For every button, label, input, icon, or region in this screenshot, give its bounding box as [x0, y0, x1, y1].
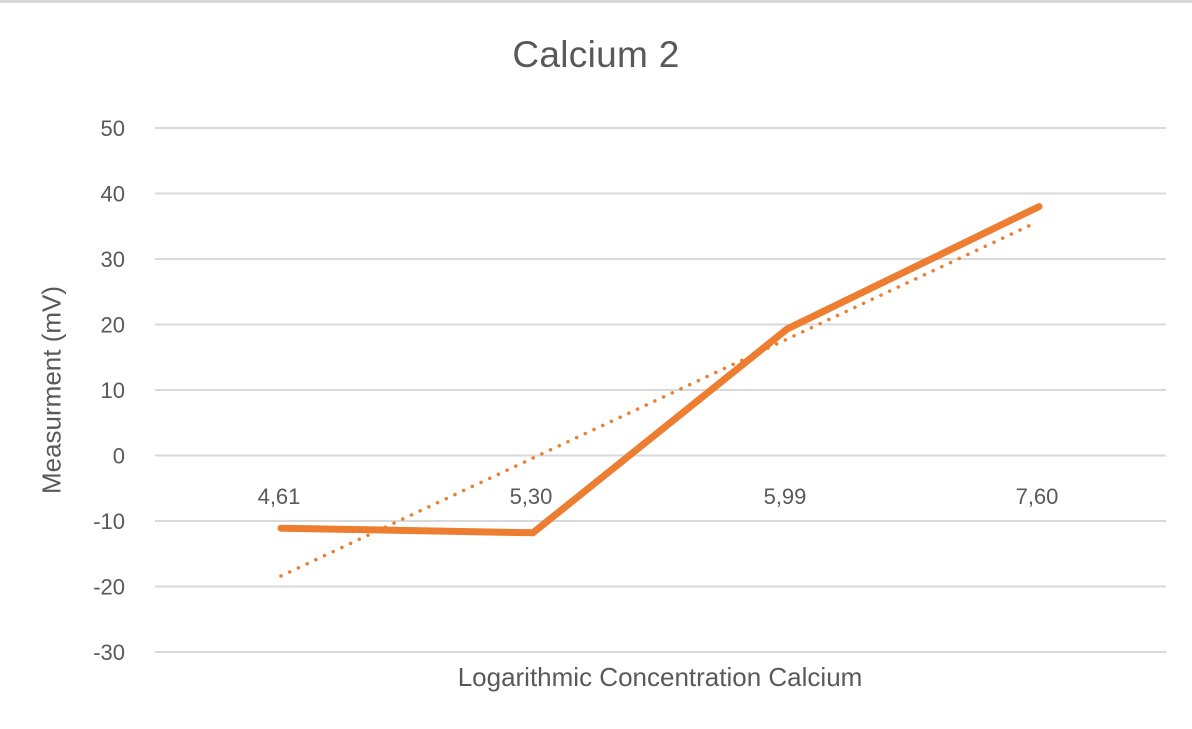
- x-tick-label: 5,99: [764, 484, 807, 509]
- y-tick-label: -20: [93, 575, 125, 600]
- top-border: [0, 0, 1192, 3]
- chart-title: Calcium 2: [512, 34, 680, 75]
- y-tick-label: 20: [101, 313, 125, 338]
- x-axis-title: Logarithmic Concentration Calcium: [457, 662, 863, 692]
- x-tick-label: 7,60: [1016, 484, 1059, 509]
- y-tick-label: -30: [93, 640, 125, 665]
- y-tick-labels: 50 40 30 20 10 0 -10 -20 -30: [93, 116, 125, 665]
- y-tick-label: 30: [101, 247, 125, 272]
- y-tick-label: 0: [113, 444, 125, 469]
- data-series-line: [277, 203, 1043, 537]
- x-tick-labels: 4,61 5,30 5,99 7,60: [258, 484, 1059, 509]
- trendline: [279, 223, 1033, 578]
- y-tick-label: 50: [101, 116, 125, 141]
- gridlines: [155, 127, 1166, 653]
- x-tick-label: 4,61: [258, 484, 301, 509]
- y-tick-label: -10: [93, 509, 125, 534]
- y-tick-label: 40: [101, 182, 125, 207]
- y-tick-label: 10: [101, 378, 125, 403]
- x-tick-label: 5,30: [510, 484, 553, 509]
